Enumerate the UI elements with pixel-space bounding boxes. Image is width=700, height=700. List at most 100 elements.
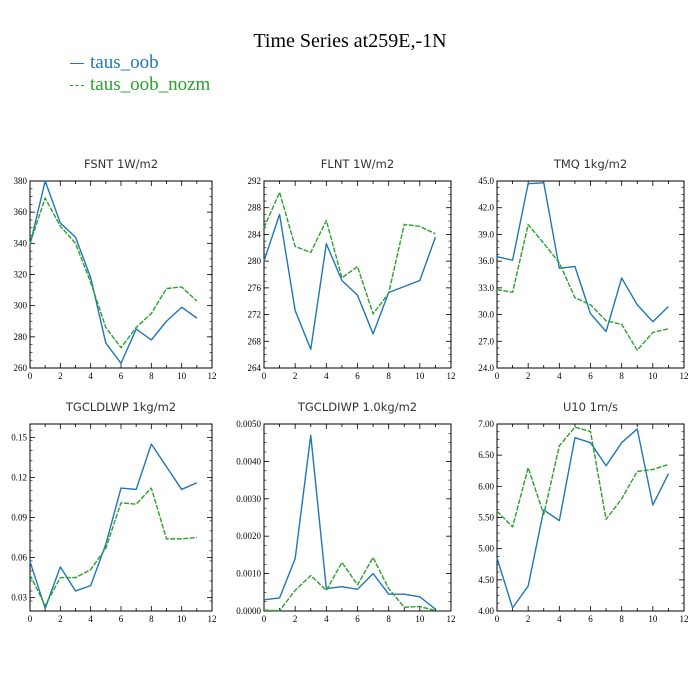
y-tick-label: 27.0	[478, 336, 494, 346]
x-tick-label: 10	[177, 371, 187, 381]
x-tick-label: 0	[28, 614, 33, 624]
y-tick-label: 6.00	[478, 481, 494, 491]
legend-label: taus_oob	[90, 52, 159, 73]
x-tick-label: 10	[648, 371, 658, 381]
x-tick-label: 10	[415, 614, 425, 624]
x-tick-label: 8	[149, 614, 154, 624]
y-tick-label: 292	[248, 176, 262, 186]
panel-title: TGCLDIWP 1.0kg/m2	[297, 400, 417, 414]
y-tick-label: 0.0040	[236, 456, 261, 466]
x-tick-label: 12	[680, 371, 689, 381]
legend-line-icon	[70, 84, 84, 86]
y-tick-label: 5.50	[478, 513, 494, 523]
series-line-taus-oob	[496, 182, 669, 333]
y-tick-label: 0.03	[11, 593, 27, 603]
x-tick-label: 12	[680, 614, 689, 624]
x-tick-label: 10	[648, 614, 658, 624]
y-tick-label: 4.50	[478, 575, 494, 585]
x-tick-label: 0	[262, 371, 267, 381]
y-tick-label: 300	[14, 301, 28, 311]
y-tick-label: 320	[14, 270, 28, 280]
x-tick-label: 2	[58, 371, 63, 381]
x-tick-label: 12	[208, 371, 217, 381]
x-tick-label: 4	[557, 371, 562, 381]
y-tick-label: 45.0	[478, 176, 494, 186]
x-tick-label: 8	[619, 371, 624, 381]
panel-title: U10 1m/s	[563, 400, 618, 414]
y-tick-label: 4.00	[478, 606, 494, 616]
series-line-taus-oob	[29, 443, 198, 610]
legend-item-taus-oob: taus_oob	[70, 52, 210, 74]
series-line-taus-oob	[263, 213, 437, 350]
y-tick-label: 5.00	[478, 544, 494, 554]
y-tick-label: 264	[248, 363, 262, 373]
y-tick-label: 272	[248, 310, 262, 320]
x-tick-label: 6	[355, 614, 360, 624]
y-tick-label: 280	[248, 256, 262, 266]
plot-frame	[263, 180, 452, 369]
x-tick-label: 6	[588, 371, 593, 381]
x-tick-label: 12	[208, 614, 217, 624]
series-line-taus-oob	[496, 428, 670, 609]
series-line-taus-oob-nozm	[263, 191, 436, 315]
x-tick-label: 2	[293, 614, 298, 624]
y-tick-label: 36.0	[478, 256, 494, 266]
x-tick-label: 4	[88, 614, 93, 624]
figure-title: Time Series at259E,-1N	[253, 30, 447, 52]
series-line-taus-oob-nozm	[29, 197, 198, 349]
y-tick-label: 380	[14, 176, 28, 186]
y-tick-label: 340	[14, 238, 28, 248]
plot-frame	[496, 180, 685, 369]
x-tick-label: 2	[293, 371, 298, 381]
y-tick-label: 6.50	[478, 450, 494, 460]
y-tick-label: 260	[14, 363, 28, 373]
y-tick-label: 0.06	[11, 553, 27, 563]
y-tick-label: 0.0050	[236, 419, 261, 429]
x-tick-label: 4	[557, 614, 562, 624]
series-line-taus-oob	[29, 180, 198, 365]
x-tick-label: 12	[447, 371, 456, 381]
legend-item-taus-oob-nozm: taus_oob_nozm	[70, 74, 210, 96]
series-line-taus-oob-nozm	[496, 223, 669, 351]
x-tick-label: 2	[58, 614, 63, 624]
x-tick-label: 6	[119, 371, 124, 381]
x-tick-label: 0	[28, 371, 33, 381]
x-tick-label: 12	[447, 614, 456, 624]
x-tick-label: 10	[177, 614, 187, 624]
y-tick-label: 42.0	[478, 203, 494, 213]
x-tick-label: 2	[526, 371, 531, 381]
series-line-taus-oob-nozm	[263, 556, 436, 612]
plot-frame	[263, 423, 452, 612]
series-line-taus-oob	[263, 434, 436, 610]
series-line-taus-oob-nozm	[29, 487, 197, 607]
y-tick-label: 0.0010	[236, 569, 261, 579]
y-tick-label: 24.0	[478, 363, 494, 373]
plot-frame	[29, 180, 213, 369]
x-tick-label: 4	[324, 371, 329, 381]
x-tick-label: 8	[386, 371, 391, 381]
x-tick-label: 6	[588, 614, 593, 624]
panel-title: FLNT 1W/m2	[321, 157, 394, 171]
y-tick-label: 39.0	[478, 229, 494, 239]
x-tick-label: 6	[355, 371, 360, 381]
x-tick-label: 0	[495, 614, 500, 624]
x-tick-label: 6	[119, 614, 124, 624]
y-tick-label: 0.09	[11, 513, 27, 523]
legend-label: taus_oob_nozm	[90, 74, 211, 95]
y-tick-label: 360	[14, 207, 28, 217]
legend: taus_oob taus_oob_nozm	[70, 52, 210, 96]
y-tick-label: 276	[248, 283, 262, 293]
x-tick-label: 8	[619, 614, 624, 624]
x-tick-label: 0	[495, 371, 500, 381]
y-tick-label: 30.0	[478, 310, 494, 320]
x-tick-label: 8	[149, 371, 154, 381]
y-tick-label: 284	[248, 229, 262, 239]
y-tick-label: 280	[14, 332, 28, 342]
plot-frame	[496, 423, 685, 612]
panel-title: TMQ 1kg/m2	[553, 157, 627, 171]
y-tick-label: 0.0030	[236, 494, 261, 504]
panel-title: FSNT 1W/m2	[84, 157, 158, 171]
x-tick-label: 10	[415, 371, 425, 381]
legend-line-icon	[70, 62, 84, 64]
